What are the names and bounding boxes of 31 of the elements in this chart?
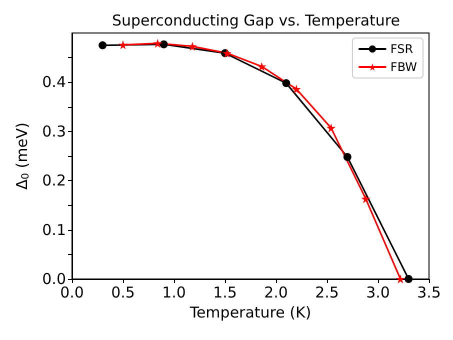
legend-label: FBW (390, 60, 418, 74)
point (282, 79, 290, 88)
x-tick-label: 0.5 (111, 284, 135, 302)
y-tick-label: 0.3 (42, 122, 66, 140)
point (361, 194, 370, 204)
y-axis-title: Δ0 (meV) (13, 122, 32, 190)
point (153, 38, 162, 48)
point (396, 274, 405, 284)
x-tick-label: 2.0 (264, 284, 288, 302)
point (160, 40, 168, 48)
point (118, 40, 128, 50)
y-tick-label: 0.1 (42, 220, 66, 239)
point (222, 48, 232, 58)
chart-title: Superconducting Gap vs. Temperature (112, 12, 400, 30)
x-tick-label: 1.5 (213, 284, 237, 302)
point (343, 152, 352, 161)
x-tick-label: 3.0 (366, 284, 390, 302)
point (404, 275, 413, 283)
point (188, 42, 197, 51)
x-tick-label: 0.0 (60, 284, 84, 302)
point (257, 62, 266, 71)
legend-label: FSR (390, 42, 414, 56)
x-tick-label: 1.0 (162, 284, 186, 302)
y-tick-label: 0.4 (42, 73, 66, 92)
y-tick-label: 0.2 (42, 172, 66, 190)
point (98, 41, 107, 50)
point (326, 123, 336, 132)
x-tick-label: 2.5 (315, 284, 339, 302)
x-tick-label: 3.5 (417, 284, 441, 302)
x-axis-title: Temperature (K) (188, 304, 312, 322)
point (292, 84, 301, 94)
